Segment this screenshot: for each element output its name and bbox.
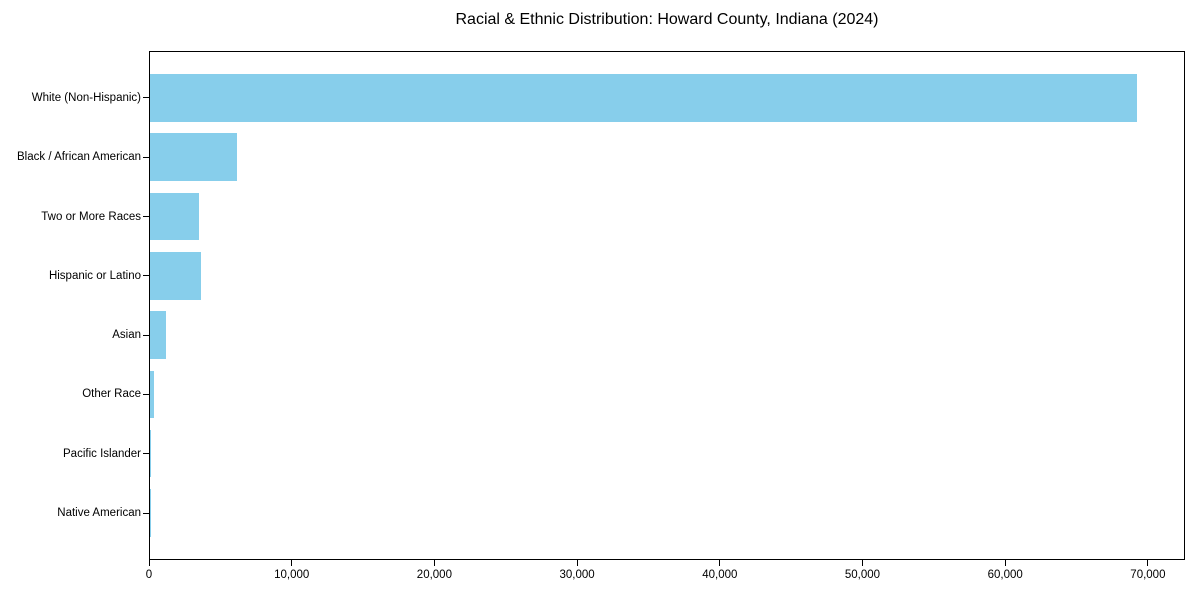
y-tick-mark xyxy=(143,97,149,99)
x-tick-label: 60,000 xyxy=(987,569,1023,581)
x-tick-mark xyxy=(148,560,150,566)
bar xyxy=(150,311,167,359)
x-tick-label: 30,000 xyxy=(559,569,595,581)
x-tick-label: 70,000 xyxy=(1130,569,1166,581)
bar xyxy=(150,133,237,181)
bar xyxy=(150,370,154,419)
y-axis-label: Asian xyxy=(112,329,141,342)
x-tick-mark xyxy=(291,560,293,566)
x-tick-mark xyxy=(576,560,578,566)
y-tick-mark xyxy=(143,156,149,158)
x-tick-label: 0 xyxy=(145,569,153,581)
x-tick-mark xyxy=(861,560,863,566)
y-tick-mark xyxy=(143,453,149,455)
x-tick-mark xyxy=(433,560,435,566)
bar xyxy=(150,252,201,300)
y-axis-label: Pacific Islander xyxy=(63,447,141,460)
bar xyxy=(150,429,151,478)
y-axis-label: White (Non-Hispanic) xyxy=(31,91,141,104)
x-tick-label: 20,000 xyxy=(416,569,452,581)
plot-area xyxy=(149,51,1185,560)
bar xyxy=(150,192,200,241)
y-tick-mark xyxy=(143,216,149,217)
x-tick-label: 10,000 xyxy=(274,569,310,581)
y-axis-label: Hispanic or Latino xyxy=(48,269,141,282)
y-tick-mark xyxy=(143,393,149,395)
y-axis-label: Two or More Races xyxy=(41,210,141,223)
y-axis-label: Native American xyxy=(57,507,141,519)
y-axis-label: Black / African American xyxy=(17,151,141,164)
x-tick-label: 40,000 xyxy=(702,569,738,581)
x-tick-mark xyxy=(1147,560,1149,566)
y-tick-mark xyxy=(143,512,149,514)
chart-title: Racial & Ethnic Distribution: Howard Cou… xyxy=(455,11,879,28)
y-axis-label: Other Race xyxy=(82,388,141,401)
x-tick-label: 50,000 xyxy=(844,569,881,581)
y-tick-mark xyxy=(143,275,149,277)
y-tick-mark xyxy=(143,334,149,336)
x-tick-mark xyxy=(1004,560,1006,566)
bar xyxy=(150,74,1138,122)
x-tick-mark xyxy=(719,560,721,566)
